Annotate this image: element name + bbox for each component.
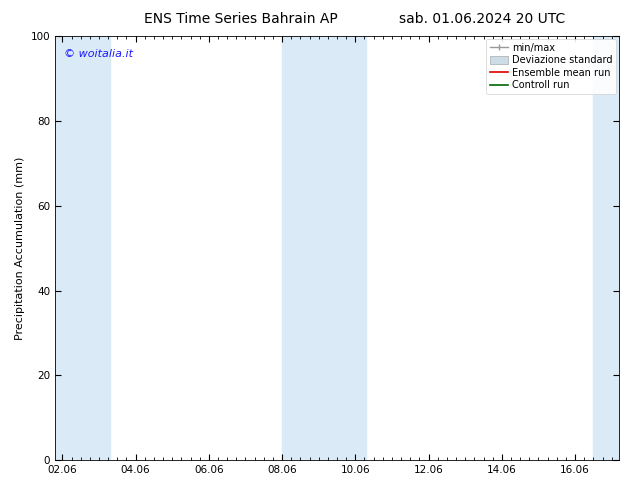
Text: © woitalia.it: © woitalia.it — [63, 49, 133, 59]
Y-axis label: Precipitation Accumulation (mm): Precipitation Accumulation (mm) — [15, 156, 25, 340]
Bar — [593, 36, 619, 460]
Text: ENS Time Series Bahrain AP: ENS Time Series Bahrain AP — [144, 12, 338, 26]
Text: sab. 01.06.2024 20 UTC: sab. 01.06.2024 20 UTC — [399, 12, 565, 26]
Bar — [55, 36, 110, 460]
Bar — [282, 36, 366, 460]
Legend: min/max, Deviazione standard, Ensemble mean run, Controll run: min/max, Deviazione standard, Ensemble m… — [486, 39, 616, 94]
